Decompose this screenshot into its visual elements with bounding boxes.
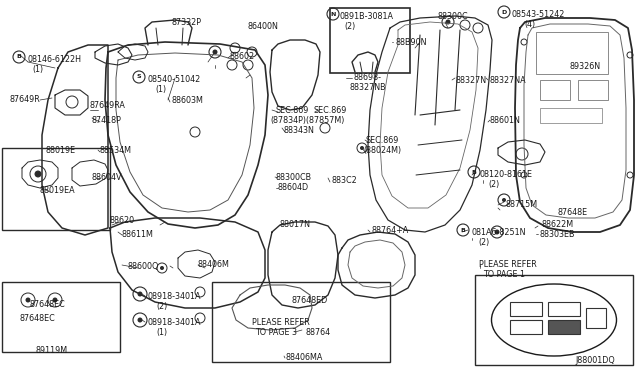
Text: 88698-: 88698- — [353, 73, 381, 82]
Text: TO PAGE 3: TO PAGE 3 — [255, 328, 297, 337]
Bar — [2, 148, 110, 230]
Text: (2): (2) — [478, 238, 489, 247]
Text: 08120-8161E: 08120-8161E — [480, 170, 533, 179]
Bar — [510, 302, 542, 316]
Text: 86400N: 86400N — [247, 22, 278, 31]
Text: 89119M: 89119M — [36, 346, 68, 355]
Text: 08543-51242: 08543-51242 — [512, 10, 565, 19]
Text: SEC.869: SEC.869 — [365, 136, 398, 145]
Text: B: B — [461, 228, 465, 232]
Bar — [540, 80, 570, 100]
Text: 87648E: 87648E — [557, 208, 587, 217]
Bar — [540, 108, 602, 123]
Text: SEC.869: SEC.869 — [313, 106, 346, 115]
Text: 87418P: 87418P — [92, 116, 122, 125]
Text: 88715M: 88715M — [505, 200, 537, 209]
Text: 88764+A: 88764+A — [371, 226, 408, 235]
Text: (88024M): (88024M) — [363, 146, 401, 155]
Text: (1): (1) — [155, 85, 166, 94]
Text: 08918-3401A: 08918-3401A — [148, 318, 202, 327]
Text: (1): (1) — [32, 65, 43, 74]
Text: 89326N: 89326N — [570, 62, 601, 71]
Circle shape — [445, 19, 451, 25]
Text: 88327NA: 88327NA — [490, 76, 527, 85]
Text: 88019E: 88019E — [46, 146, 76, 155]
Bar — [578, 80, 608, 100]
Text: TO PAGE 1: TO PAGE 1 — [483, 270, 525, 279]
Text: 08540-51042: 08540-51042 — [147, 75, 200, 84]
Text: S: S — [137, 74, 141, 80]
Circle shape — [35, 171, 41, 177]
Bar — [548, 320, 580, 334]
Text: 88622M: 88622M — [541, 220, 573, 229]
Text: (2): (2) — [488, 180, 499, 189]
Text: 0891B-3081A: 0891B-3081A — [340, 12, 394, 21]
Text: 87649RA: 87649RA — [90, 101, 126, 110]
Text: 88300CB: 88300CB — [276, 173, 312, 182]
Text: B: B — [17, 55, 21, 60]
Bar — [548, 302, 580, 316]
Circle shape — [26, 298, 31, 302]
Text: (1): (1) — [156, 328, 167, 337]
Text: 88602: 88602 — [229, 52, 254, 61]
Text: (87834P)(87857M): (87834P)(87857M) — [270, 116, 344, 125]
Text: 88019EA: 88019EA — [40, 186, 76, 195]
Text: 883C2: 883C2 — [332, 176, 358, 185]
Circle shape — [138, 292, 143, 296]
Text: 87649R: 87649R — [10, 95, 41, 104]
Text: 88B90N: 88B90N — [396, 38, 428, 47]
Circle shape — [138, 317, 143, 323]
Text: 87648ED: 87648ED — [291, 296, 327, 305]
Circle shape — [360, 146, 364, 150]
Text: J88001DQ: J88001DQ — [575, 356, 615, 365]
Text: SEC.869: SEC.869 — [276, 106, 309, 115]
Bar — [475, 275, 633, 365]
Circle shape — [502, 198, 506, 202]
Circle shape — [52, 298, 58, 302]
Text: 88303EB: 88303EB — [539, 230, 575, 239]
Text: 88406M: 88406M — [197, 260, 229, 269]
Text: B: B — [472, 170, 476, 174]
Text: 88406MA: 88406MA — [285, 353, 323, 362]
Text: 88603M: 88603M — [172, 96, 204, 105]
Text: 88620: 88620 — [110, 216, 135, 225]
Text: 88601N: 88601N — [490, 116, 521, 125]
Bar — [586, 308, 606, 328]
Text: 88534M: 88534M — [100, 146, 132, 155]
Text: PLEASE REFER: PLEASE REFER — [252, 318, 310, 327]
Text: (2): (2) — [344, 22, 355, 31]
Bar — [330, 8, 410, 73]
Text: 87332P: 87332P — [172, 18, 202, 27]
Circle shape — [212, 49, 218, 55]
Text: N: N — [330, 12, 336, 16]
Text: 88300C: 88300C — [438, 12, 468, 21]
Text: 08918-3401A: 08918-3401A — [148, 292, 202, 301]
Text: 88327N: 88327N — [456, 76, 487, 85]
Text: (4): (4) — [524, 20, 535, 29]
Text: 88604D: 88604D — [278, 183, 309, 192]
Text: 88343N: 88343N — [284, 126, 315, 135]
Text: 87648EC: 87648EC — [20, 314, 56, 323]
Text: (2): (2) — [156, 302, 167, 311]
Text: 88327NB: 88327NB — [350, 83, 387, 92]
Text: 88600Q: 88600Q — [127, 262, 158, 271]
Bar — [536, 32, 608, 74]
Bar — [510, 320, 542, 334]
Text: PLEASE REFER: PLEASE REFER — [479, 260, 537, 269]
Text: 88611M: 88611M — [121, 230, 153, 239]
Circle shape — [495, 230, 499, 234]
Text: D: D — [501, 10, 507, 15]
Text: 88604V: 88604V — [91, 173, 122, 182]
Bar — [212, 282, 390, 362]
Text: 88017N: 88017N — [280, 220, 311, 229]
Text: 88764: 88764 — [305, 328, 330, 337]
Bar — [2, 282, 120, 352]
Circle shape — [160, 266, 164, 270]
Text: 08146-6122H: 08146-6122H — [27, 55, 81, 64]
Text: 87648EC: 87648EC — [30, 300, 66, 309]
Text: 081A6-8251N: 081A6-8251N — [471, 228, 525, 237]
